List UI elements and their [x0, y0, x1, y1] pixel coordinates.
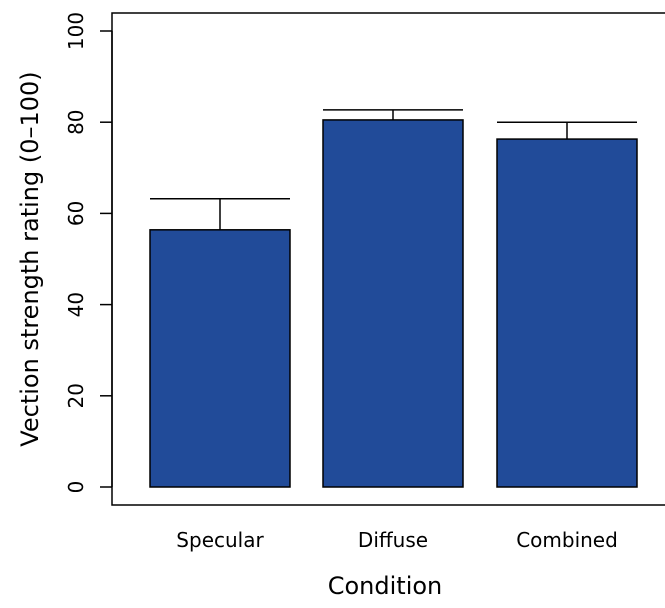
bar: [496, 138, 638, 488]
y-axis-label: Vection strength rating (0–100): [16, 71, 44, 446]
x-tick-label: Specular: [176, 528, 264, 552]
bar: [322, 119, 464, 488]
y-tick-label: 80: [64, 109, 88, 134]
y-tick-label: 60: [64, 201, 88, 226]
x-axis-label: Condition: [328, 572, 443, 600]
x-tick-label: Diffuse: [358, 528, 428, 552]
y-tick-label: 100: [64, 12, 88, 50]
y-tick-label: 20: [64, 383, 88, 408]
x-tick-label: Combined: [516, 528, 618, 552]
bar: [149, 229, 291, 488]
y-tick-label: 40: [64, 292, 88, 317]
y-tick-label: 0: [64, 481, 88, 494]
